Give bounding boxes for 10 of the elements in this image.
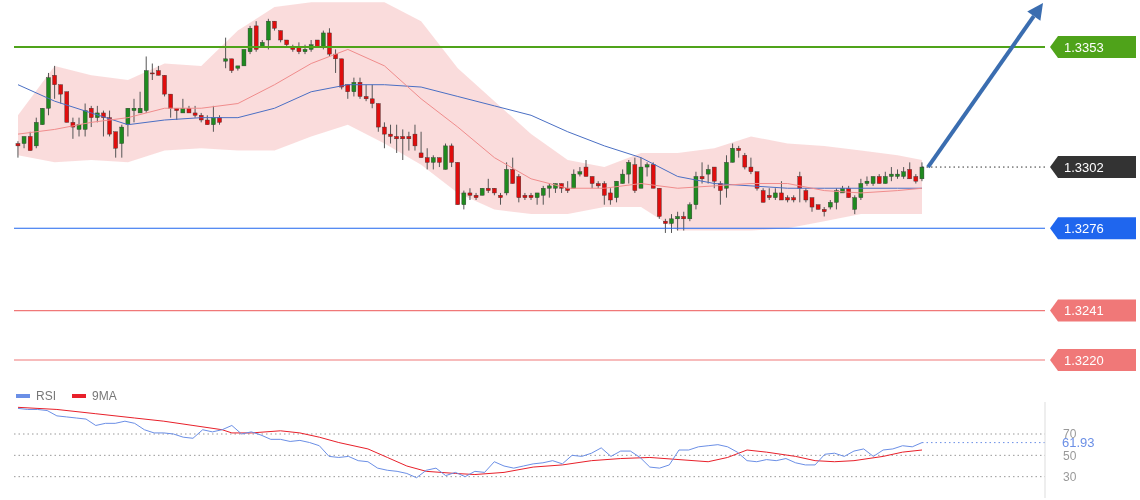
legend-label: 9MA xyxy=(92,389,117,403)
ref-line-label: 1.3220 xyxy=(1064,352,1104,368)
ref-line-label: 1.3302 xyxy=(1064,159,1104,175)
y-tick-label: 30 xyxy=(1063,469,1077,484)
ref-line-label: 1.3353 xyxy=(1064,39,1104,55)
ref-line-label: 1.3276 xyxy=(1064,220,1104,236)
candlestick xyxy=(797,171,802,203)
ref-line-label: 1.3241 xyxy=(1064,303,1104,319)
legend-label: RSI xyxy=(36,389,57,403)
y-tick-label: 50 xyxy=(1063,448,1077,463)
